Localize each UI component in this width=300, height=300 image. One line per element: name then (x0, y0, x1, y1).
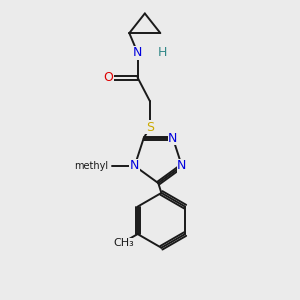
Text: methyl: methyl (74, 161, 108, 171)
Text: S: S (146, 121, 154, 134)
Text: H: H (158, 46, 167, 59)
Text: CH₃: CH₃ (113, 238, 134, 248)
Text: N: N (130, 159, 140, 172)
Text: N: N (177, 159, 187, 172)
Text: O: O (104, 71, 114, 84)
Text: N: N (133, 46, 142, 59)
Text: N: N (168, 132, 178, 145)
